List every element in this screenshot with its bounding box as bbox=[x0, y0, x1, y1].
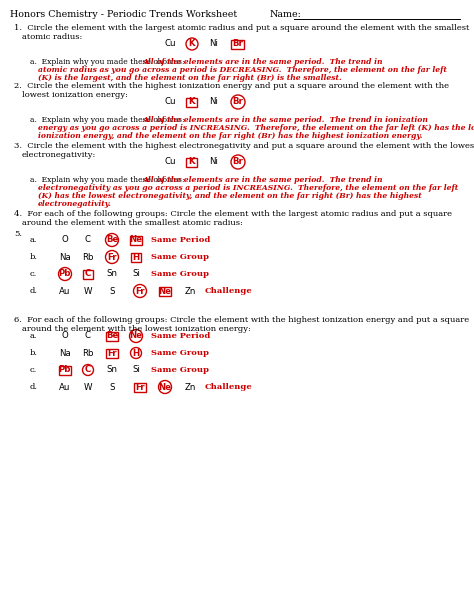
Text: O: O bbox=[62, 235, 68, 245]
Text: Fr: Fr bbox=[107, 253, 117, 262]
Text: electronegativity:: electronegativity: bbox=[22, 151, 96, 159]
Text: Same Group: Same Group bbox=[151, 349, 209, 357]
Text: electronegativity as you go across a period is INCREASING.  Therefore, the eleme: electronegativity as you go across a per… bbox=[38, 184, 458, 192]
Text: Cu: Cu bbox=[164, 39, 176, 48]
Text: O: O bbox=[62, 332, 68, 340]
Text: a.: a. bbox=[30, 236, 37, 244]
Text: C: C bbox=[85, 365, 91, 375]
Text: C: C bbox=[85, 332, 91, 340]
Text: Ni: Ni bbox=[210, 39, 219, 48]
Text: Na: Na bbox=[59, 349, 71, 357]
Text: a.: a. bbox=[30, 332, 37, 340]
Text: Si: Si bbox=[132, 365, 140, 375]
Text: 1.  Circle the element with the largest atomic radius and put a square around th: 1. Circle the element with the largest a… bbox=[14, 24, 469, 32]
Text: Be: Be bbox=[106, 235, 118, 245]
Text: Same Group: Same Group bbox=[151, 270, 209, 278]
Text: W: W bbox=[84, 383, 92, 392]
Text: S: S bbox=[109, 383, 115, 392]
Text: Ni: Ni bbox=[210, 97, 219, 107]
Text: K: K bbox=[189, 97, 195, 107]
Text: Pb: Pb bbox=[59, 365, 71, 375]
Text: 2.  Circle the element with the highest ionization energy and put a square aroun: 2. Circle the element with the highest i… bbox=[14, 82, 449, 90]
Text: Zn: Zn bbox=[184, 286, 196, 295]
Text: a.  Explain why you made these choices:: a. Explain why you made these choices: bbox=[30, 116, 187, 124]
Text: S: S bbox=[109, 286, 115, 295]
Text: Fr: Fr bbox=[135, 383, 145, 392]
Text: H: H bbox=[132, 253, 139, 262]
Text: ionization energy, and the element on the far right (Br) has the highest ionizat: ionization energy, and the element on th… bbox=[38, 132, 422, 140]
Text: 4.  For each of the following groups: Circle the element with the largest atomic: 4. For each of the following groups: Cir… bbox=[14, 210, 452, 218]
Text: All of the elements are in the same period.  The trend in ionization: All of the elements are in the same peri… bbox=[143, 116, 429, 124]
Text: Rb: Rb bbox=[82, 253, 94, 262]
Text: energy as you go across a period is INCREASING.  Therefore, the element on the f: energy as you go across a period is INCR… bbox=[38, 124, 474, 132]
Text: Sn: Sn bbox=[107, 270, 118, 278]
Text: W: W bbox=[84, 286, 92, 295]
Text: 6.  For each of the following groups: Circle the element with the highest ioniza: 6. For each of the following groups: Cir… bbox=[14, 316, 469, 324]
Text: Pb: Pb bbox=[59, 270, 71, 278]
Text: d.: d. bbox=[30, 383, 38, 391]
Text: H: H bbox=[132, 349, 139, 357]
Text: d.: d. bbox=[30, 287, 38, 295]
Text: Challenge: Challenge bbox=[205, 287, 253, 295]
Text: c.: c. bbox=[30, 270, 37, 278]
Text: 5.: 5. bbox=[14, 230, 22, 238]
Text: Same Group: Same Group bbox=[151, 366, 209, 374]
Text: atomic radius as you go across a period is DECREASING.  Therefore, the element o: atomic radius as you go across a period … bbox=[38, 66, 447, 74]
Text: b.: b. bbox=[30, 253, 38, 261]
Text: Au: Au bbox=[59, 383, 71, 392]
Text: Ne: Ne bbox=[129, 332, 143, 340]
Text: Be: Be bbox=[106, 332, 118, 340]
Text: Same Group: Same Group bbox=[151, 253, 209, 261]
Text: Au: Au bbox=[59, 286, 71, 295]
Text: Name:: Name: bbox=[270, 10, 302, 19]
Text: Fr: Fr bbox=[135, 286, 145, 295]
Text: K: K bbox=[189, 158, 195, 167]
Text: c.: c. bbox=[30, 366, 37, 374]
Text: b.: b. bbox=[30, 349, 38, 357]
Text: Same Period: Same Period bbox=[151, 332, 210, 340]
Text: around the element with the lowest ionization energy:: around the element with the lowest ioniz… bbox=[22, 325, 251, 333]
Text: All of the elements are in the same period.  The trend in: All of the elements are in the same peri… bbox=[143, 58, 383, 66]
Text: Br: Br bbox=[233, 39, 244, 48]
Text: (K) has the lowest electronegativity, and the element on the far right (Br) has : (K) has the lowest electronegativity, an… bbox=[38, 192, 422, 200]
Text: atomic radius:: atomic radius: bbox=[22, 33, 82, 41]
Text: K: K bbox=[189, 39, 195, 48]
Text: a.  Explain why you made these choices:: a. Explain why you made these choices: bbox=[30, 176, 187, 184]
Text: Cu: Cu bbox=[164, 97, 176, 107]
Text: Ne: Ne bbox=[158, 286, 172, 295]
Text: a.  Explain why you made these choices:: a. Explain why you made these choices: bbox=[30, 58, 187, 66]
Text: C: C bbox=[85, 235, 91, 245]
Text: Ne: Ne bbox=[129, 235, 143, 245]
Text: Sn: Sn bbox=[107, 365, 118, 375]
Text: Same Period: Same Period bbox=[151, 236, 210, 244]
Text: 3.  Circle the element with the highest electronegativity and put a square aroun: 3. Circle the element with the highest e… bbox=[14, 142, 474, 150]
Text: Honors Chemistry - Periodic Trends Worksheet: Honors Chemistry - Periodic Trends Works… bbox=[10, 10, 237, 19]
Text: around the element with the smallest atomic radius:: around the element with the smallest ato… bbox=[22, 219, 243, 227]
Text: Zn: Zn bbox=[184, 383, 196, 392]
Text: All of the elements are in the same period.  The trend in: All of the elements are in the same peri… bbox=[143, 176, 383, 184]
Text: Cu: Cu bbox=[164, 158, 176, 167]
Text: Si: Si bbox=[132, 270, 140, 278]
Text: Challenge: Challenge bbox=[205, 383, 253, 391]
Text: C: C bbox=[85, 270, 91, 278]
Text: Br: Br bbox=[233, 158, 244, 167]
Text: (K) is the largest, and the element on the far right (Br) is the smallest.: (K) is the largest, and the element on t… bbox=[38, 74, 342, 82]
Text: Rb: Rb bbox=[82, 349, 94, 357]
Text: Ne: Ne bbox=[158, 383, 172, 392]
Text: Fr: Fr bbox=[107, 349, 117, 357]
Text: Br: Br bbox=[233, 97, 244, 107]
Text: electronegativity.: electronegativity. bbox=[38, 200, 112, 208]
Text: Ni: Ni bbox=[210, 158, 219, 167]
Text: lowest ionization energy:: lowest ionization energy: bbox=[22, 91, 128, 99]
Text: Na: Na bbox=[59, 253, 71, 262]
